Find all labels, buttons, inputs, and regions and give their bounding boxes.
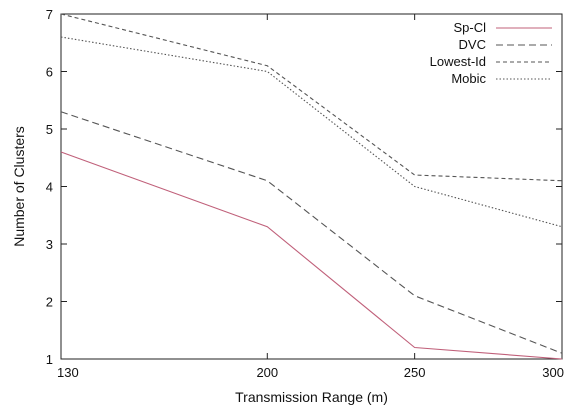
- legend-label: Lowest-Id: [430, 54, 486, 69]
- legend-label: Mobic: [451, 71, 486, 86]
- y-axis-label: Number of Clusters: [11, 126, 27, 247]
- y-tick-label: 2: [46, 295, 53, 310]
- y-tick-label: 1: [46, 352, 53, 367]
- series-layer: [60, 13, 563, 360]
- y-tick-label: 3: [46, 237, 53, 252]
- legend: Sp-Cl DVC Lowest-Id Mobic: [430, 20, 552, 86]
- y-tick-label: 4: [46, 180, 53, 195]
- series-line-dvc: [60, 111, 563, 354]
- series-line-lowest-id: [60, 13, 563, 182]
- y-tick-label: 5: [46, 122, 53, 137]
- x-tick-label: 130: [57, 365, 79, 380]
- series-line-sp-cl: [60, 151, 563, 360]
- legend-label: Sp-Cl: [453, 20, 486, 35]
- y-tick-label: 6: [46, 65, 53, 80]
- x-tick-label: 300: [542, 365, 564, 380]
- axis-ticks: 130 200 250 300 1 2 3 4 5 6 7: [46, 7, 564, 380]
- plot-frame: [60, 13, 563, 360]
- x-axis-label: Transmission Range (m): [235, 389, 388, 405]
- x-tick-label: 200: [256, 365, 278, 380]
- y-tick-label: 7: [46, 7, 53, 22]
- legend-label: DVC: [459, 37, 486, 52]
- x-tick-label: 250: [404, 365, 426, 380]
- series-line-mobic: [60, 36, 563, 228]
